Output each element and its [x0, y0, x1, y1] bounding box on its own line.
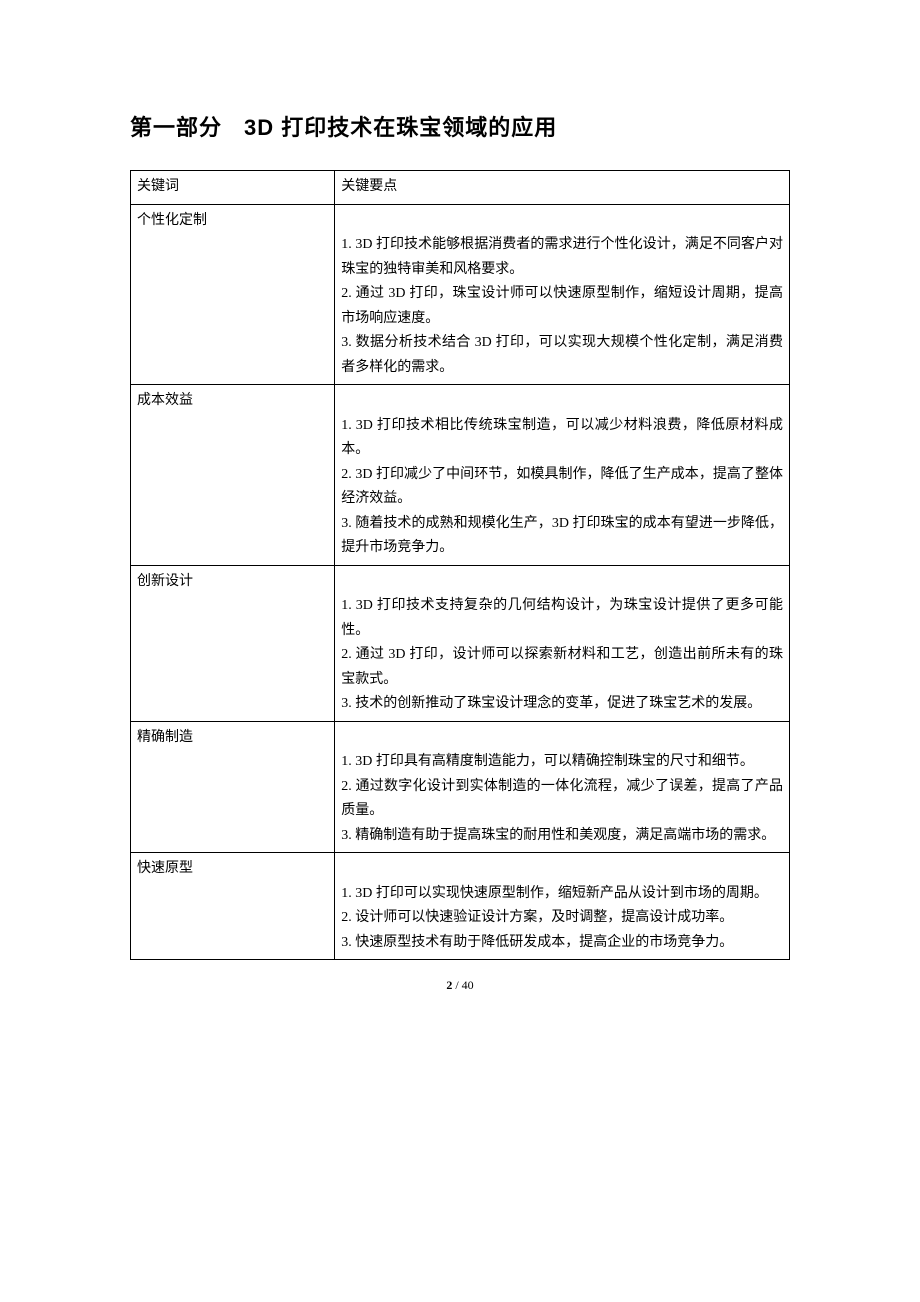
header-keyword: 关键词 — [131, 171, 335, 205]
table-row: 创新设计 1. 3D 打印技术支持复杂的几何结构设计，为珠宝设计提供了更多可能性… — [131, 565, 790, 721]
heading-title: 3D 打印技术在珠宝领域的应用 — [244, 115, 557, 140]
point-line: 2. 设计师可以快速验证设计方案，及时调整，提高设计成功率。 — [341, 906, 783, 931]
point-line: 1. 3D 打印具有高精度制造能力，可以精确控制珠宝的尺寸和细节。 — [341, 750, 783, 775]
header-points: 关键要点 — [335, 171, 790, 205]
table-row: 精确制造 1. 3D 打印具有高精度制造能力，可以精确控制珠宝的尺寸和细节。2.… — [131, 721, 790, 853]
point-line: 3. 精确制造有助于提高珠宝的耐用性和美观度，满足高端市场的需求。 — [341, 824, 783, 849]
point-line: 1. 3D 打印技术能够根据消费者的需求进行个性化设计，满足不同客户对珠宝的独特… — [341, 233, 783, 282]
keyword-cell: 精确制造 — [131, 721, 335, 853]
blank-line — [341, 726, 783, 751]
point-line: 1. 3D 打印技术相比传统珠宝制造，可以减少材料浪费，降低原材料成本。 — [341, 414, 783, 463]
table-row: 成本效益 1. 3D 打印技术相比传统珠宝制造，可以减少材料浪费，降低原材料成本… — [131, 385, 790, 566]
blank-line — [341, 209, 783, 234]
point-line: 1. 3D 打印可以实现快速原型制作，缩短新产品从设计到市场的周期。 — [341, 882, 783, 907]
point-line: 2. 通过数字化设计到实体制造的一体化流程，减少了误差，提高了产品质量。 — [341, 775, 783, 824]
points-cell: 1. 3D 打印技术相比传统珠宝制造，可以减少材料浪费，降低原材料成本。2. 3… — [335, 385, 790, 566]
keyword-cell: 个性化定制 — [131, 204, 335, 385]
point-line: 2. 通过 3D 打印，珠宝设计师可以快速原型制作，缩短设计周期，提高市场响应速… — [341, 282, 783, 331]
table-row: 快速原型 1. 3D 打印可以实现快速原型制作，缩短新产品从设计到市场的周期。2… — [131, 853, 790, 960]
table-header-row: 关键词关键要点 — [131, 171, 790, 205]
page-footer: 2 / 40 — [130, 978, 790, 993]
points-cell: 1. 3D 打印技术能够根据消费者的需求进行个性化设计，满足不同客户对珠宝的独特… — [335, 204, 790, 385]
keyword-cell: 成本效益 — [131, 385, 335, 566]
blank-line — [341, 570, 783, 595]
blank-line — [341, 857, 783, 882]
point-line: 3. 随着技术的成熟和规模化生产，3D 打印珠宝的成本有望进一步降低，提升市场竞… — [341, 512, 783, 561]
points-cell: 1. 3D 打印技术支持复杂的几何结构设计，为珠宝设计提供了更多可能性。2. 通… — [335, 565, 790, 721]
blank-line — [341, 389, 783, 414]
point-line: 1. 3D 打印技术支持复杂的几何结构设计，为珠宝设计提供了更多可能性。 — [341, 594, 783, 643]
page-total: 40 — [462, 978, 474, 992]
point-line: 2. 3D 打印减少了中间环节，如模具制作，降低了生产成本，提高了整体经济效益。 — [341, 463, 783, 512]
keyword-cell: 创新设计 — [131, 565, 335, 721]
point-line: 3. 快速原型技术有助于降低研发成本，提高企业的市场竞争力。 — [341, 931, 783, 956]
points-cell: 1. 3D 打印具有高精度制造能力，可以精确控制珠宝的尺寸和细节。2. 通过数字… — [335, 721, 790, 853]
points-cell: 1. 3D 打印可以实现快速原型制作，缩短新产品从设计到市场的周期。2. 设计师… — [335, 853, 790, 960]
point-line: 3. 数据分析技术结合 3D 打印，可以实现大规模个性化定制，满足消费者多样化的… — [341, 331, 783, 380]
table-row: 个性化定制 1. 3D 打印技术能够根据消费者的需求进行个性化设计，满足不同客户… — [131, 204, 790, 385]
page-separator: / — [452, 978, 461, 992]
point-line: 2. 通过 3D 打印，设计师可以探索新材料和工艺，创造出前所未有的珠宝款式。 — [341, 643, 783, 692]
point-line: 3. 技术的创新推动了珠宝设计理念的变革，促进了珠宝艺术的发展。 — [341, 692, 783, 717]
keyword-cell: 快速原型 — [131, 853, 335, 960]
keypoints-table: 关键词关键要点个性化定制 1. 3D 打印技术能够根据消费者的需求进行个性化设计… — [130, 170, 790, 960]
heading-part-label: 第一部分 — [130, 115, 222, 140]
section-heading: 第一部分 3D 打印技术在珠宝领域的应用 — [130, 110, 790, 142]
